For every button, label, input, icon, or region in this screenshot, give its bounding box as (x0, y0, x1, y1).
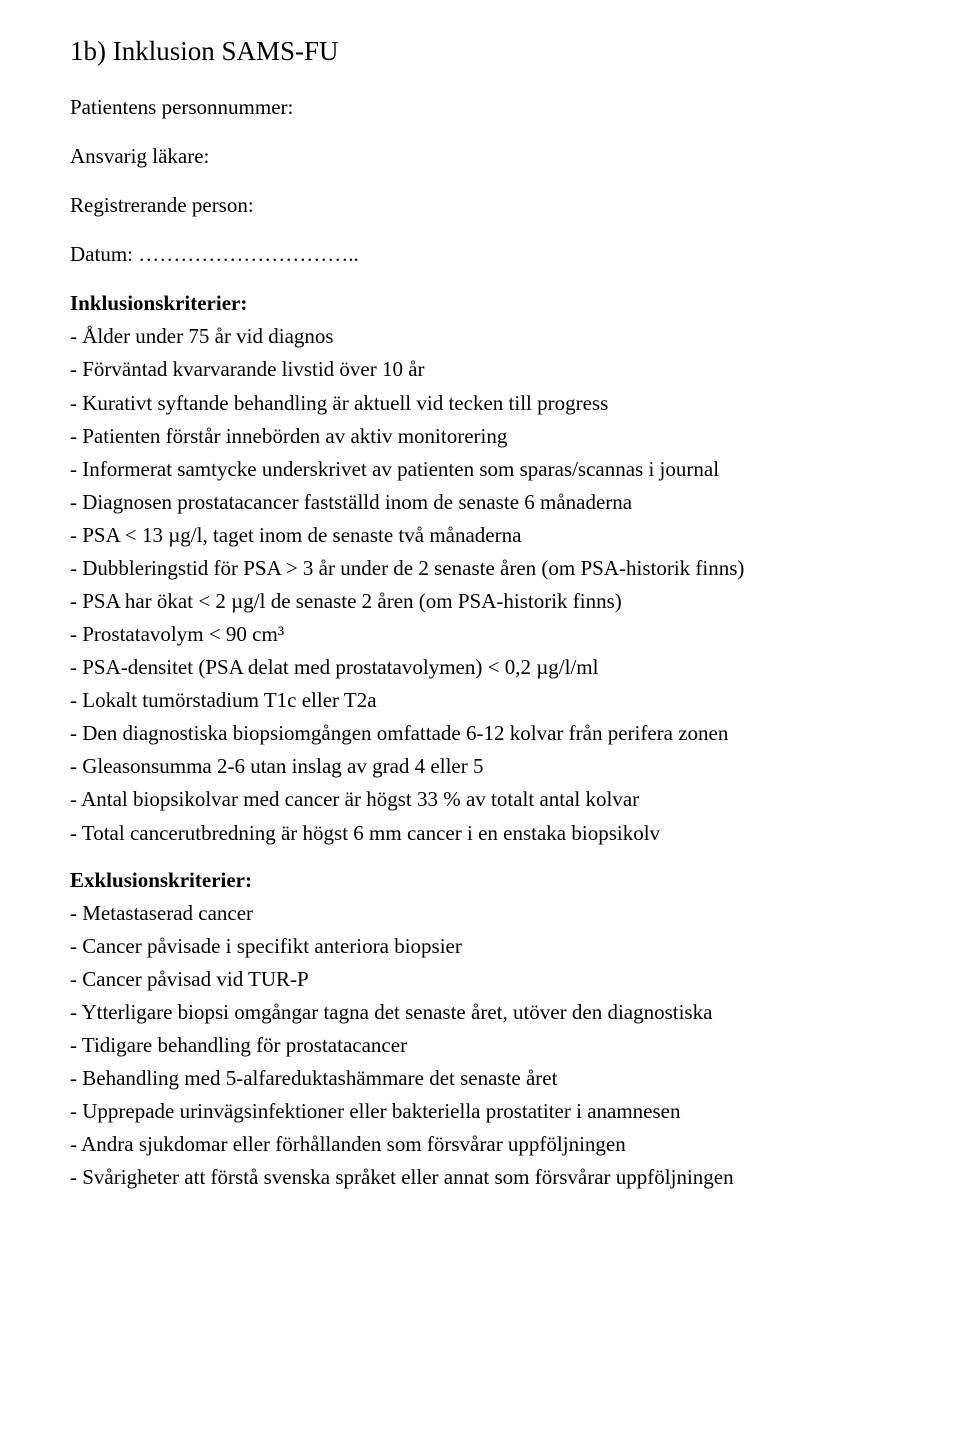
criteria-row: - Ytterligare biopsi omgångar tagna det … (70, 997, 960, 1028)
criteria-row: - Antal biopsikolvar med cancer är högst… (70, 784, 960, 815)
criteria-row: - Ålder under 75 år vid diagnosJA (70, 321, 960, 352)
criteria-label: - Cancer påvisad vid TUR-P (70, 964, 960, 995)
criteria-row: - Patienten förstår innebörden av aktiv … (70, 421, 960, 452)
criteria-row: - Upprepade urinvägsinfektioner eller ba… (70, 1096, 960, 1127)
criteria-label: - PSA < 13 µg/l, taget inom de senaste t… (70, 520, 960, 551)
criteria-row: - Behandling med 5-alfareduktashämmare d… (70, 1063, 960, 1094)
criteria-label: - Prostatavolym < 90 cm³ (70, 619, 960, 650)
inclusion-list: - Ålder under 75 år vid diagnosJA - Förv… (70, 321, 960, 848)
criteria-row: - Lokalt tumörstadium T1c eller T2aJA (70, 685, 960, 716)
criteria-label: - Cancer påvisade i specifikt anteriora … (70, 931, 960, 962)
page-title: 1b) Inklusion SAMS-FU (70, 32, 960, 72)
meta-personnummer: Patientens personnummer: (70, 92, 960, 123)
criteria-row: - PSA < 13 µg/l, taget inom de senaste t… (70, 520, 960, 551)
criteria-row: - PSA har ökat < 2 µg/l de senaste 2 åre… (70, 586, 960, 617)
inclusion-heading: Inklusionskriterier: (70, 288, 960, 319)
meta-lakare: Ansvarig läkare: (70, 141, 960, 172)
criteria-label: - Ytterligare biopsi omgångar tagna det … (70, 997, 960, 1028)
criteria-label: - Upprepade urinvägsinfektioner eller ba… (70, 1096, 960, 1127)
criteria-row: - Den diagnostiska biopsiomgången omfatt… (70, 718, 960, 749)
criteria-label: - Svårigheter att förstå svenska språket… (70, 1162, 960, 1193)
criteria-row: - Tidigare behandling för prostatacancer… (70, 1030, 960, 1061)
datum-label: Datum: (70, 242, 133, 266)
criteria-label: - Kurativt syftande behandling är aktuel… (70, 388, 960, 419)
criteria-label: - Dubbleringstid för PSA > 3 år under de… (70, 553, 960, 584)
criteria-label: - Patienten förstår innebörden av aktiv … (70, 421, 960, 452)
criteria-label: - Den diagnostiska biopsiomgången omfatt… (70, 718, 960, 749)
criteria-row: - Kurativt syftande behandling är aktuel… (70, 388, 960, 419)
criteria-row: - Diagnosen prostatacancer fastställd in… (70, 487, 960, 518)
exclusion-heading: Exklusionskriterier: (70, 865, 960, 896)
criteria-label: - Tidigare behandling för prostatacancer (70, 1030, 960, 1061)
meta-registrerande: Registrerande person: (70, 190, 960, 221)
criteria-row: - Dubbleringstid för PSA > 3 år under de… (70, 553, 960, 584)
criteria-row: - Prostatavolym < 90 cm³JA (70, 619, 960, 650)
criteria-label: - Informerat samtycke underskrivet av pa… (70, 454, 960, 485)
criteria-label: - Behandling med 5-alfareduktashämmare d… (70, 1063, 960, 1094)
criteria-label: - Gleasonsumma 2-6 utan inslag av grad 4… (70, 751, 960, 782)
meta-datum: Datum: ………………………….. (70, 239, 960, 270)
criteria-label: - Total cancerutbredning är högst 6 mm c… (70, 818, 960, 849)
criteria-row: - Cancer påvisad vid TUR-PNEJ (70, 964, 960, 995)
criteria-label: - Antal biopsikolvar med cancer är högst… (70, 784, 960, 815)
criteria-row: - Informerat samtycke underskrivet av pa… (70, 454, 960, 485)
criteria-label: - Ålder under 75 år vid diagnos (70, 321, 960, 352)
criteria-row: - Förväntad kvarvarande livstid över 10 … (70, 354, 960, 385)
criteria-label: - Andra sjukdomar eller förhållanden som… (70, 1129, 960, 1160)
criteria-label: - PSA har ökat < 2 µg/l de senaste 2 åre… (70, 586, 960, 617)
criteria-label: - Förväntad kvarvarande livstid över 10 … (70, 354, 960, 385)
criteria-row: - Gleasonsumma 2-6 utan inslag av grad 4… (70, 751, 960, 782)
criteria-label: - PSA-densitet (PSA delat med prostatavo… (70, 652, 960, 683)
criteria-row: - PSA-densitet (PSA delat med prostatavo… (70, 652, 960, 683)
criteria-label: - Metastaserad cancer (70, 898, 960, 929)
criteria-row: - Svårigheter att förstå svenska språket… (70, 1162, 960, 1193)
criteria-label: - Diagnosen prostatacancer fastställd in… (70, 487, 960, 518)
criteria-row: - Andra sjukdomar eller förhållanden som… (70, 1129, 960, 1160)
criteria-row: - Cancer påvisade i specifikt anteriora … (70, 931, 960, 962)
exclusion-list: - Metastaserad cancerNEJ - Cancer påvisa… (70, 898, 960, 1194)
criteria-row: - Metastaserad cancerNEJ (70, 898, 960, 929)
criteria-row: - Total cancerutbredning är högst 6 mm c… (70, 818, 960, 849)
criteria-label: - Lokalt tumörstadium T1c eller T2a (70, 685, 960, 716)
datum-dots: ………………………….. (133, 242, 359, 266)
